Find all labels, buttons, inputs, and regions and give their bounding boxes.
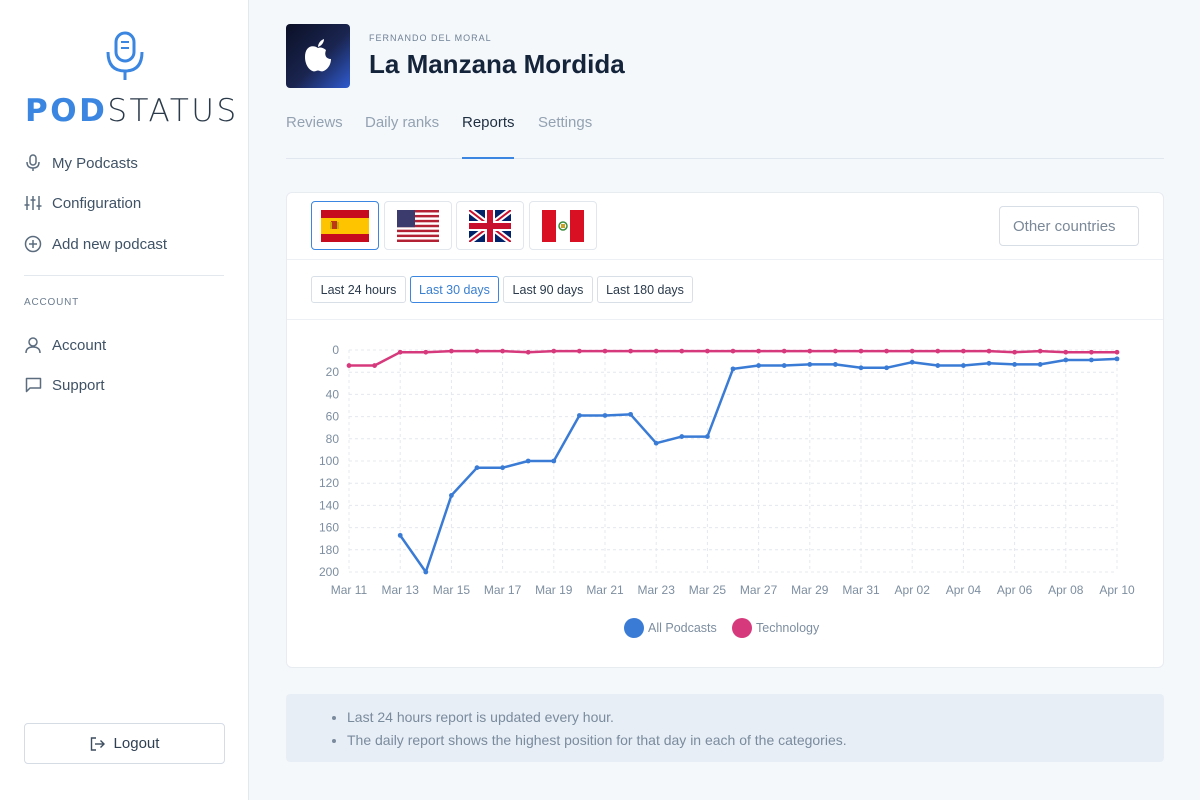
range-button-90d[interactable]: Last 90 days xyxy=(503,276,593,303)
usa-flag-icon xyxy=(397,209,439,242)
logout-label: Logout xyxy=(113,735,160,752)
microphone-icon xyxy=(24,154,42,172)
spain-flag-icon xyxy=(321,209,369,242)
plus-circle-icon xyxy=(24,235,42,253)
brand-suffix: STATUS xyxy=(107,93,239,129)
card-divider xyxy=(287,259,1163,260)
sidebar: PODSTATUS My Podcasts Configuration Add … xyxy=(0,0,249,800)
report-card xyxy=(286,192,1164,668)
sidebar-item-add-podcast[interactable]: Add new podcast xyxy=(24,232,167,256)
sidebar-item-label: Configuration xyxy=(52,194,142,212)
sidebar-item-label: Add new podcast xyxy=(52,235,168,253)
tab-reviews[interactable]: Reviews xyxy=(286,114,343,131)
range-button-180d[interactable]: Last 180 days xyxy=(597,276,693,303)
tab-daily-ranks[interactable]: Daily ranks xyxy=(365,114,440,131)
sidebar-item-label: My Podcasts xyxy=(52,154,138,172)
report-notes: Last 24 hours report is updated every ho… xyxy=(286,694,1164,762)
range-button-24h[interactable]: Last 24 hours xyxy=(311,276,406,303)
logout-button[interactable]: Logout xyxy=(24,723,225,764)
podcast-title: La Manzana Mordida xyxy=(369,49,625,79)
peru-flag-icon xyxy=(542,209,584,242)
tabs-divider xyxy=(286,158,1164,159)
country-button-uk[interactable] xyxy=(456,201,524,250)
podcast-cover-image xyxy=(286,24,350,88)
sliders-icon xyxy=(24,194,42,212)
chat-icon xyxy=(24,376,42,394)
brand-prefix: POD xyxy=(25,93,108,129)
user-icon xyxy=(24,336,42,354)
account-section-label: ACCOUNT xyxy=(24,297,80,308)
country-button-peru[interactable] xyxy=(529,201,597,250)
country-button-spain[interactable] xyxy=(311,201,379,250)
sidebar-item-configuration[interactable]: Configuration xyxy=(24,191,141,215)
other-countries-input[interactable] xyxy=(999,206,1139,246)
sidebar-divider xyxy=(24,275,224,276)
sidebar-item-label: Account xyxy=(52,336,107,354)
sidebar-item-support[interactable]: Support xyxy=(24,373,105,397)
microphone-logo-icon xyxy=(104,30,146,82)
note-item: Last 24 hours report is updated every ho… xyxy=(347,708,847,726)
card-divider xyxy=(287,319,1163,320)
apple-bite-icon xyxy=(305,39,331,72)
sidebar-item-my-podcasts[interactable]: My Podcasts xyxy=(24,151,138,175)
tab-settings[interactable]: Settings xyxy=(538,114,593,131)
uk-flag-icon xyxy=(469,209,511,242)
active-tab-indicator xyxy=(462,157,514,159)
sidebar-item-account[interactable]: Account xyxy=(24,333,106,357)
sidebar-item-label: Support xyxy=(52,376,105,394)
range-button-30d[interactable]: Last 30 days xyxy=(410,276,499,303)
podcast-author: FERNANDO DEL MORAL xyxy=(369,33,492,43)
tab-reports[interactable]: Reports xyxy=(462,114,515,131)
country-button-usa[interactable] xyxy=(384,201,452,250)
brand-logo[interactable]: PODSTATUS xyxy=(25,93,239,129)
note-item: The daily report shows the highest posit… xyxy=(347,731,847,749)
logout-icon xyxy=(90,736,105,751)
